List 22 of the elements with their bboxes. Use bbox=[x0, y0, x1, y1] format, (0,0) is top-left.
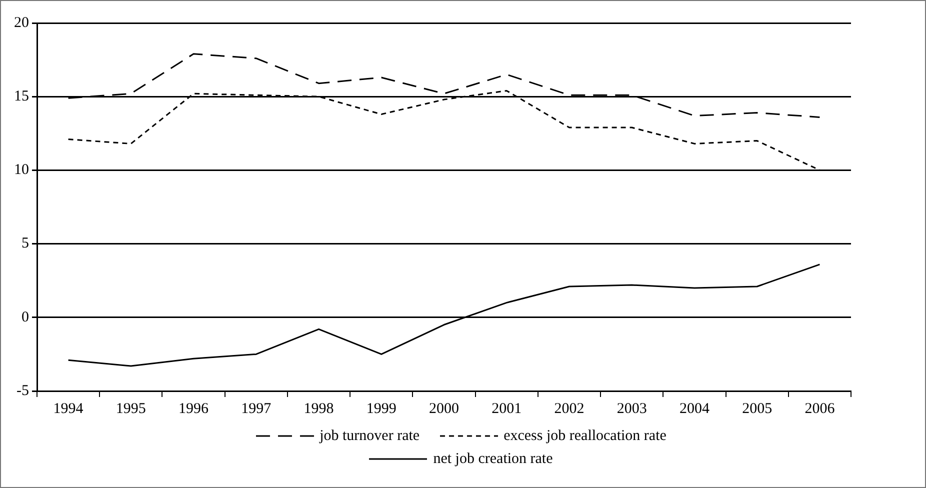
y-tick-label: -5 bbox=[16, 382, 29, 399]
x-tick-label: 2000 bbox=[429, 400, 459, 417]
x-tick-label: 2005 bbox=[742, 400, 772, 417]
x-tick-label: 1995 bbox=[116, 400, 146, 417]
legend-label: job turnover rate bbox=[320, 427, 420, 446]
x-tick-label: 1998 bbox=[304, 400, 334, 417]
x-tick-label: 2002 bbox=[554, 400, 584, 417]
legend-label: net job creation rate bbox=[433, 450, 553, 469]
x-tick-label: 2003 bbox=[616, 400, 647, 417]
x-tick-label: 1996 bbox=[178, 400, 210, 417]
y-tick-label: 0 bbox=[22, 309, 29, 326]
x-tick-label: 1999 bbox=[366, 400, 396, 417]
x-tick-label: 1994 bbox=[53, 400, 84, 417]
x-tick-label: 2004 bbox=[679, 400, 710, 417]
legend-label: excess job reallocation rate bbox=[504, 427, 666, 446]
x-tick-label: 2006 bbox=[804, 400, 836, 417]
y-tick-label: 10 bbox=[14, 162, 29, 178]
y-tick-label: 15 bbox=[14, 88, 29, 105]
x-tick-label: 2001 bbox=[492, 400, 522, 417]
y-tick-label: 5 bbox=[22, 236, 29, 252]
y-tick-label: 20 bbox=[14, 14, 29, 31]
x-tick-label: 1997 bbox=[241, 400, 272, 417]
